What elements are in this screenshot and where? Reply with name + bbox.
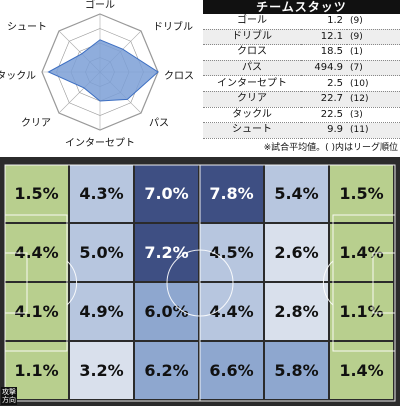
stat-value: 22.7 — [301, 91, 347, 108]
stat-value: 18.5 — [301, 44, 347, 61]
zone-cell: 1.5% — [330, 165, 393, 222]
stat-rank: (9) — [347, 29, 400, 46]
stat-name: シュート — [203, 122, 301, 139]
radar-data-area — [47, 39, 159, 102]
stats-row: パス 494.9 (7) — [203, 60, 400, 77]
stat-rank: (3) — [347, 107, 400, 124]
stats-row: シュート 9.9 (11) — [203, 122, 400, 139]
stat-rank: (1) — [347, 44, 400, 61]
zone-cell: 5.8% — [265, 342, 328, 399]
stat-name: ゴール — [203, 14, 301, 30]
radar-axis-label: ゴール — [85, 0, 115, 11]
stats-row: ゴール 1.2 (9) — [203, 14, 400, 30]
zone-cell: 2.8% — [265, 283, 328, 340]
stats-table: ゴール 1.2 (9) ドリブル 12.1 (9) クロス 18.5 (1) パス 494.9 (7)… — [203, 14, 400, 139]
zone-cell: 4.4% — [200, 283, 263, 340]
pitch-zone-map: 1.5% 4.3% 7.0% 7.8% 5.4% 1.5% 4.4% 5.0% 7.2% 4.5%… — [0, 157, 400, 406]
stat-name: パス — [203, 60, 301, 77]
radar-axis-label: クリア — [21, 117, 51, 129]
zone-cell: 2.6% — [265, 224, 328, 281]
zone-cell: 5.0% — [70, 224, 133, 281]
zone-cell: 4.3% — [70, 165, 133, 222]
zone-cell: 6.6% — [200, 342, 263, 399]
stat-rank: (9) — [347, 14, 400, 30]
stat-name: インターセプト — [203, 75, 301, 92]
stat-name: クリア — [203, 91, 301, 108]
stats-row: クロス 18.5 (1) — [203, 44, 400, 61]
pitch-lines — [4, 164, 396, 402]
attack-direction-label: 攻撃方向 — [1, 387, 17, 405]
stat-value: 9.9 — [301, 122, 347, 139]
zone-cell: 3.2% — [70, 342, 133, 399]
stat-name: ドリブル — [203, 29, 301, 46]
zone-cell: 1.1% — [330, 283, 393, 340]
stat-rank: (11) — [347, 122, 400, 139]
zone-cell: 4.1% — [5, 283, 68, 340]
stats-row: クリア 22.7 (12) — [203, 91, 400, 108]
stats-row: タックル 22.5 (3) — [203, 107, 400, 124]
team-stats-panel: チームスタッツ ゴール 1.2 (9) ドリブル 12.1 (9) クロス 18.5 (1) パス… — [203, 0, 400, 155]
zone-cell: 4.4% — [5, 224, 68, 281]
radar-axis-label: ドリブル — [153, 20, 193, 33]
stat-name: クロス — [203, 44, 301, 61]
stat-name: タックル — [203, 107, 301, 124]
zone-cell: 7.8% — [200, 165, 263, 222]
radar-axis-label: タックル — [0, 70, 36, 82]
zone-cell: 7.0% — [135, 165, 198, 222]
radar-axis-label: シュート — [7, 22, 47, 33]
stat-value: 2.5 — [301, 75, 347, 92]
radar-axis-label: インターセプト — [65, 137, 135, 149]
stats-title: チームスタッツ — [203, 0, 400, 14]
zone-cell: 6.2% — [135, 342, 198, 399]
stats-row: ドリブル 12.1 (9) — [203, 29, 400, 46]
stat-rank: (7) — [347, 60, 400, 77]
stats-row: インターセプト 2.5 (10) — [203, 75, 400, 92]
zone-cell: 5.4% — [265, 165, 328, 222]
stat-rank: (12) — [347, 91, 400, 108]
radar-axis-label: パス — [149, 117, 169, 129]
radar-axis-label: クロス — [164, 70, 194, 82]
stat-rank: (10) — [347, 75, 400, 92]
stat-value: 12.1 — [301, 29, 347, 46]
stat-value: 494.9 — [301, 60, 347, 77]
zone-cell: 1.5% — [5, 165, 68, 222]
stats-note: ※試合平均値。( )内はリーグ順位 — [263, 142, 398, 153]
stat-value: 22.5 — [301, 107, 347, 124]
zone-cell: 4.9% — [70, 283, 133, 340]
stat-value: 1.2 — [301, 14, 347, 30]
